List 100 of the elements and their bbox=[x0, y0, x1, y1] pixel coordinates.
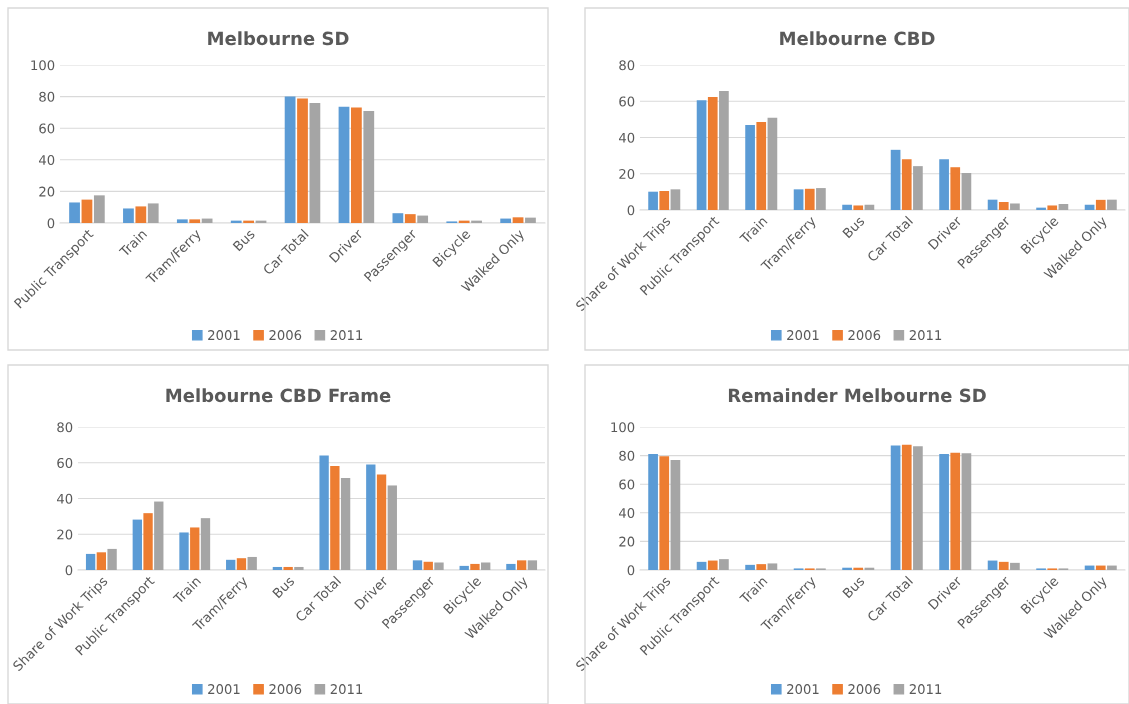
y-tick-label: 20 bbox=[39, 186, 55, 197]
bar bbox=[516, 560, 527, 570]
x-tick-label: Bus bbox=[272, 575, 295, 599]
y-tick-label: 80 bbox=[57, 422, 73, 433]
bar bbox=[459, 565, 469, 570]
bar bbox=[1010, 203, 1020, 210]
bar bbox=[707, 560, 718, 570]
bar bbox=[363, 110, 375, 223]
bar bbox=[670, 189, 681, 210]
bar bbox=[338, 106, 350, 223]
y-tick-label: 60 bbox=[57, 457, 73, 468]
bar bbox=[85, 553, 96, 570]
bar bbox=[816, 188, 826, 210]
y-tick-label: 60 bbox=[39, 123, 55, 134]
legend-label: 2001 bbox=[208, 330, 240, 341]
chart-title: Remainder Melbourne SD bbox=[728, 388, 986, 403]
bar bbox=[961, 453, 972, 570]
bar bbox=[756, 122, 767, 210]
bar bbox=[670, 459, 681, 570]
y-tick-label: 20 bbox=[57, 529, 73, 540]
legend-label: 2006 bbox=[848, 684, 881, 695]
bar bbox=[247, 556, 257, 570]
x-tick-label: Bus bbox=[232, 228, 256, 252]
bar bbox=[330, 465, 340, 570]
bar bbox=[939, 454, 949, 570]
y-tick-label: 40 bbox=[618, 508, 635, 518]
y-tick-label: 100 bbox=[31, 60, 55, 71]
y-tick-label: 20 bbox=[619, 536, 635, 547]
bar bbox=[132, 519, 142, 570]
bar bbox=[236, 558, 247, 570]
y-tick-label: 80 bbox=[39, 91, 55, 102]
legend-label: 2011 bbox=[330, 684, 363, 695]
bar bbox=[1010, 562, 1020, 570]
bar bbox=[745, 124, 755, 210]
bar bbox=[525, 217, 536, 223]
bar bbox=[189, 219, 201, 223]
bar bbox=[81, 199, 93, 223]
bar bbox=[135, 206, 147, 223]
bar bbox=[696, 100, 707, 210]
bar bbox=[842, 204, 852, 210]
bar bbox=[200, 518, 211, 570]
bar bbox=[793, 189, 804, 210]
bar bbox=[745, 564, 755, 570]
legend-label: 2006 bbox=[269, 330, 302, 341]
bar bbox=[913, 446, 923, 570]
bar bbox=[404, 214, 416, 223]
bar bbox=[201, 218, 213, 223]
bar bbox=[283, 566, 293, 570]
y-tick-label: 80 bbox=[619, 60, 635, 71]
bar bbox=[319, 455, 329, 570]
bar bbox=[107, 548, 117, 570]
bar bbox=[1095, 199, 1106, 210]
bar bbox=[719, 559, 729, 570]
y-tick-label: 0 bbox=[65, 565, 73, 576]
bar bbox=[179, 532, 189, 570]
y-tick-label: 20 bbox=[619, 168, 635, 179]
bar bbox=[309, 102, 321, 223]
legend-label: 2011 bbox=[909, 684, 942, 695]
bar bbox=[648, 191, 658, 210]
bar bbox=[719, 90, 729, 210]
bar bbox=[297, 98, 308, 223]
y-tick-label: 0 bbox=[47, 218, 55, 229]
bar bbox=[340, 478, 351, 570]
bar bbox=[890, 149, 901, 210]
y-tick-label: 60 bbox=[619, 96, 635, 107]
chart-title: Melbourne CBD Frame bbox=[166, 388, 391, 403]
bar bbox=[190, 527, 200, 570]
y-tick-label: 60 bbox=[619, 479, 635, 490]
legend-label: 2011 bbox=[909, 330, 942, 341]
bar bbox=[804, 188, 815, 210]
bar bbox=[69, 202, 80, 223]
bar bbox=[96, 552, 107, 570]
y-tick-label: 40 bbox=[38, 155, 55, 165]
bar bbox=[659, 190, 670, 210]
bar bbox=[434, 562, 444, 570]
bar bbox=[1107, 565, 1117, 570]
bar bbox=[890, 445, 901, 570]
bar bbox=[842, 567, 852, 570]
bar bbox=[512, 217, 524, 223]
bar bbox=[481, 562, 491, 570]
bar bbox=[176, 219, 188, 223]
bar bbox=[527, 560, 538, 570]
bar bbox=[1107, 199, 1117, 210]
legend-label: 2001 bbox=[787, 684, 819, 695]
bar bbox=[1058, 204, 1069, 210]
bar bbox=[696, 561, 707, 570]
bar bbox=[506, 563, 516, 570]
y-tick-label: 40 bbox=[618, 132, 635, 143]
bar bbox=[423, 561, 433, 570]
bar bbox=[767, 563, 778, 570]
bar bbox=[470, 563, 480, 570]
chart-title: Melbourne CBD bbox=[780, 31, 935, 46]
bar bbox=[998, 202, 1009, 210]
bar bbox=[392, 213, 404, 223]
bar bbox=[387, 485, 397, 570]
bar bbox=[366, 464, 376, 570]
bar bbox=[154, 501, 164, 570]
y-tick-label: 100 bbox=[611, 422, 635, 433]
bar bbox=[707, 96, 718, 210]
bar bbox=[351, 107, 362, 223]
